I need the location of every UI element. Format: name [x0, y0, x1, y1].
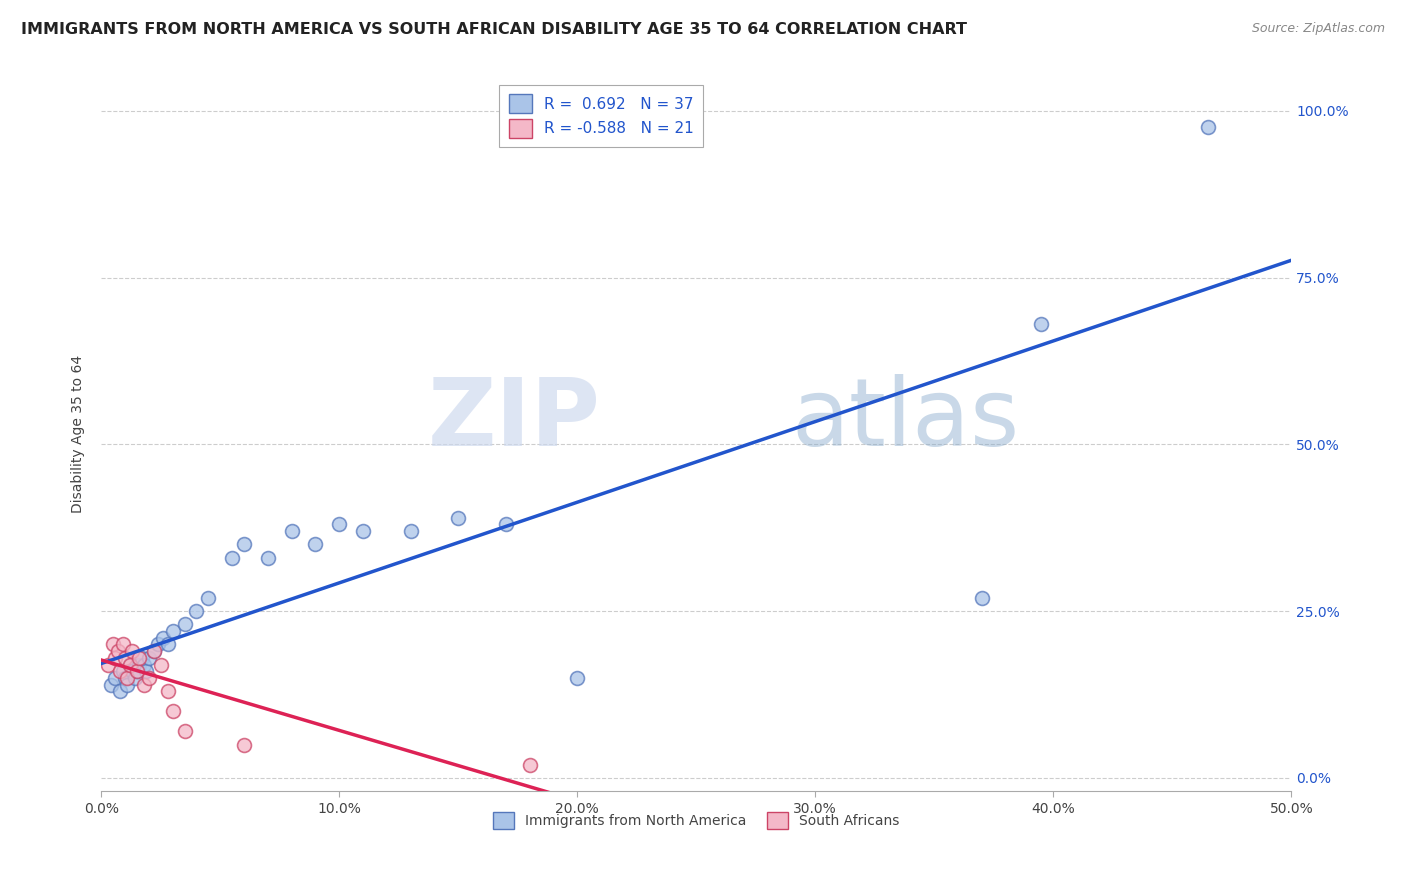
Point — [104, 650, 127, 665]
Point — [138, 671, 160, 685]
Point — [117, 671, 139, 685]
Point — [970, 591, 993, 605]
Point — [117, 677, 139, 691]
Point — [110, 664, 132, 678]
Point — [519, 757, 541, 772]
Point — [121, 664, 143, 678]
Point — [148, 638, 170, 652]
Point — [495, 517, 517, 532]
Point — [138, 650, 160, 665]
Point — [101, 638, 124, 652]
Text: ZIP: ZIP — [429, 374, 600, 467]
Point — [118, 657, 141, 672]
Point — [104, 671, 127, 685]
Point — [162, 704, 184, 718]
Point — [125, 664, 148, 678]
Point — [567, 671, 589, 685]
Text: Source: ZipAtlas.com: Source: ZipAtlas.com — [1251, 22, 1385, 36]
Point — [135, 664, 157, 678]
Point — [121, 644, 143, 658]
Point — [131, 650, 153, 665]
Point — [152, 631, 174, 645]
Point — [132, 677, 155, 691]
Point — [162, 624, 184, 639]
Text: atlas: atlas — [792, 374, 1019, 467]
Point — [128, 657, 150, 672]
Point — [156, 684, 179, 698]
Point — [118, 657, 141, 672]
Point — [149, 657, 172, 672]
Point — [111, 664, 134, 678]
Point — [111, 638, 134, 652]
Point — [447, 510, 470, 524]
Point — [233, 738, 256, 752]
Point — [173, 617, 195, 632]
Point — [142, 644, 165, 658]
Point — [304, 537, 326, 551]
Point — [221, 550, 243, 565]
Legend: Immigrants from North America, South Africans: Immigrants from North America, South Afr… — [488, 806, 905, 834]
Point — [197, 591, 219, 605]
Point — [1031, 318, 1053, 332]
Point — [132, 657, 155, 672]
Point — [256, 550, 278, 565]
Point — [352, 524, 374, 538]
Point — [125, 664, 148, 678]
Point — [156, 638, 179, 652]
Y-axis label: Disability Age 35 to 64: Disability Age 35 to 64 — [72, 355, 86, 514]
Point — [1197, 120, 1219, 135]
Point — [233, 537, 256, 551]
Point — [97, 657, 120, 672]
Point — [142, 644, 165, 658]
Point — [280, 524, 302, 538]
Point — [100, 677, 122, 691]
Point — [114, 671, 136, 685]
Text: IMMIGRANTS FROM NORTH AMERICA VS SOUTH AFRICAN DISABILITY AGE 35 TO 64 CORRELATI: IMMIGRANTS FROM NORTH AMERICA VS SOUTH A… — [21, 22, 967, 37]
Point — [399, 524, 422, 538]
Point — [107, 644, 129, 658]
Point — [186, 604, 208, 618]
Point — [114, 650, 136, 665]
Point — [124, 671, 146, 685]
Point — [328, 517, 350, 532]
Point — [110, 684, 132, 698]
Point — [128, 650, 150, 665]
Point — [173, 724, 195, 739]
